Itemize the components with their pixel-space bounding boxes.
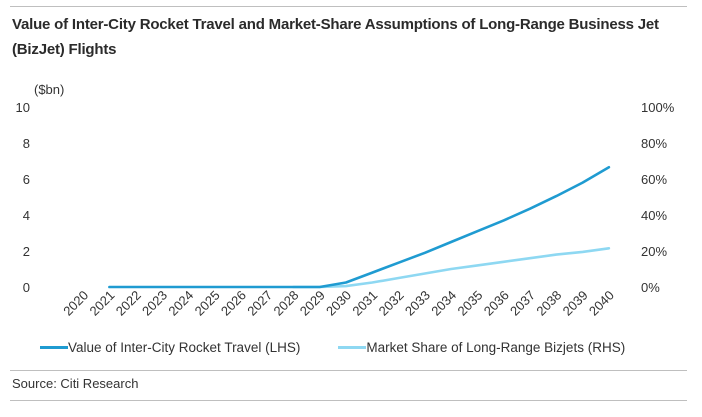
x-tick-label: 2025 (192, 288, 223, 319)
left-tick-label: 8 (23, 136, 30, 151)
legend: Value of Inter-City Rocket Travel (LHS) … (40, 340, 680, 355)
legend-item-rocket-travel: Value of Inter-City Rocket Travel (LHS) (40, 340, 300, 355)
x-tick-label: 2028 (270, 288, 301, 319)
left-tick-label: 10 (16, 100, 30, 115)
footer-rule (10, 400, 687, 401)
top-rule (10, 6, 687, 7)
line-chart: ($bn)02468100%20%40%60%80%100%2020202120… (16, 82, 675, 319)
x-tick-label: 2037 (507, 288, 538, 319)
x-tick-label: 2035 (454, 288, 485, 319)
x-tick-label: 2036 (481, 288, 512, 319)
x-tick-label: 2024 (165, 288, 196, 319)
right-tick-label: 40% (641, 208, 667, 223)
left-tick-label: 4 (23, 208, 30, 223)
x-tick-label: 2031 (349, 288, 380, 319)
x-tick-label: 2021 (86, 288, 117, 319)
left-tick-label: 2 (23, 244, 30, 259)
bottom-rule (10, 370, 687, 371)
x-tick-label: 2033 (402, 288, 433, 319)
legend-item-bizjet-share: Market Share of Long-Range Bizjets (RHS) (338, 340, 625, 355)
right-tick-label: 100% (641, 100, 675, 115)
left-tick-label: 6 (23, 172, 30, 187)
x-tick-label: 2030 (323, 288, 354, 319)
right-tick-label: 80% (641, 136, 667, 151)
left-axis-unit-label: ($bn) (34, 82, 64, 97)
legend-swatch-rocket-travel (40, 346, 68, 349)
x-tick-label: 2034 (428, 288, 459, 319)
right-tick-label: 60% (641, 172, 667, 187)
legend-label-rocket-travel: Value of Inter-City Rocket Travel (LHS) (68, 340, 301, 355)
source-note: Source: Citi Research (12, 376, 139, 391)
legend-label-bizjet-share: Market Share of Long-Range Bizjets (RHS) (366, 340, 626, 355)
x-tick-label: 2026 (218, 288, 249, 319)
series-line-rocket-travel (108, 166, 611, 289)
x-tick-label: 2029 (297, 288, 328, 319)
series-line-bizjet-share (292, 247, 611, 289)
x-tick-label: 2038 (533, 288, 564, 319)
x-tick-label: 2022 (113, 288, 144, 319)
chart-title: Value of Inter-City Rocket Travel and Ma… (12, 16, 659, 58)
x-tick-label: 2032 (376, 288, 407, 319)
x-tick-label: 2023 (139, 288, 170, 319)
x-tick-label: 2040 (586, 288, 617, 319)
legend-swatch-bizjet-share (338, 346, 367, 349)
x-tick-label: 2027 (244, 288, 275, 319)
x-tick-label: 2039 (560, 288, 591, 319)
left-tick-label: 0 (23, 280, 30, 295)
right-tick-label: 20% (641, 244, 667, 259)
x-tick-label: 2020 (60, 288, 91, 319)
right-tick-label: 0% (641, 280, 660, 295)
